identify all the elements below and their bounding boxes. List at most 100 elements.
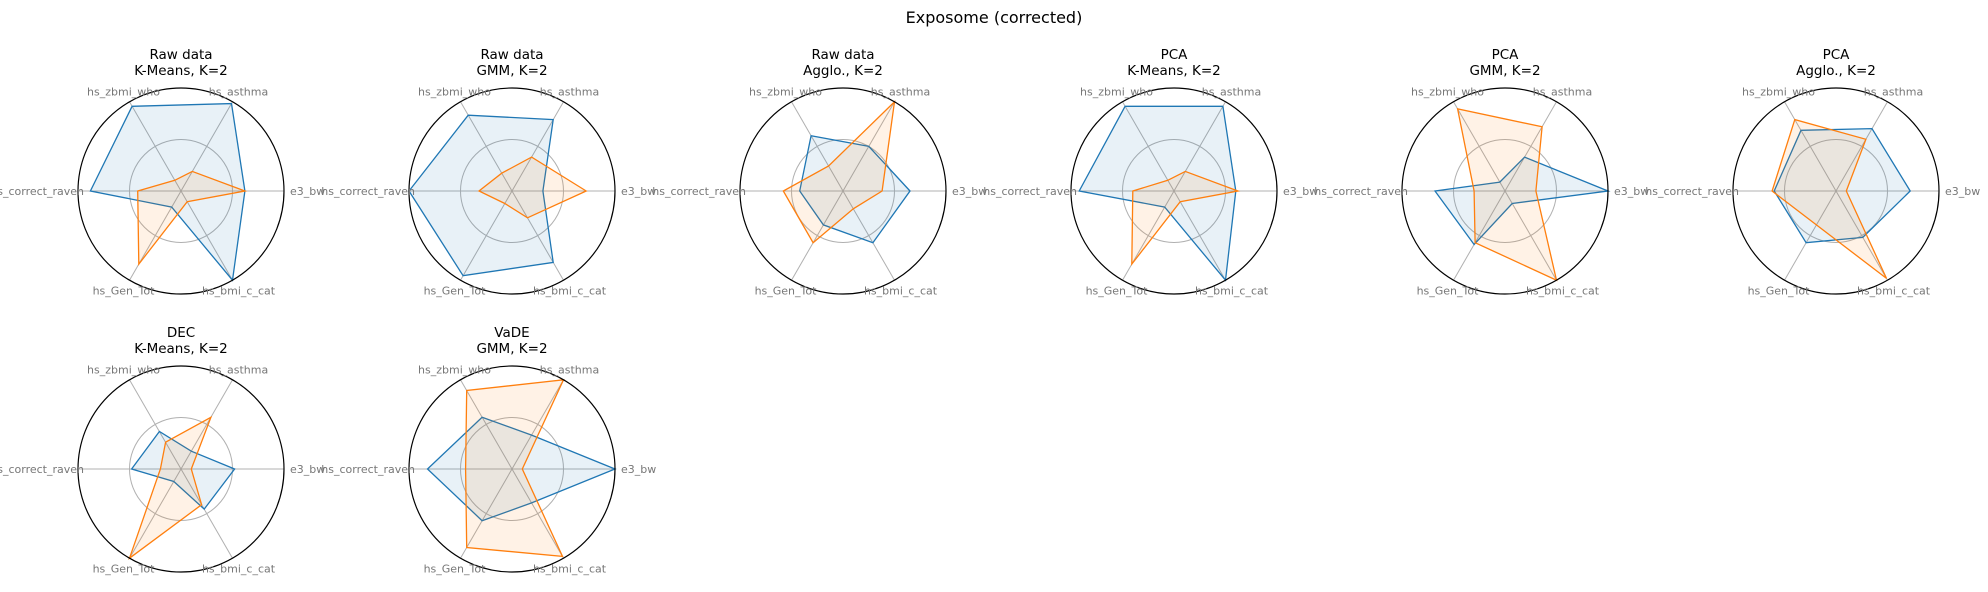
panel-title-line1: Raw data — [480, 47, 543, 63]
figure-title: Exposome (corrected) — [906, 8, 1083, 27]
axis-label-hs-correct-raven: hs_correct_raven — [983, 185, 1077, 198]
radar-grid-circle — [129, 139, 233, 243]
radar-frame — [77, 365, 285, 573]
panel-title-line1: PCA — [1492, 47, 1520, 63]
axis-label-e3-bw: e3_bw — [290, 185, 325, 198]
axis-label-hs-correct-raven: hs_correct_raven — [321, 185, 415, 198]
axis-label-hs-bmi-c-cat: hs_bmi_c_cat — [864, 285, 938, 298]
axis-label-hs-Gen-Tot: hs_Gen_Tot — [755, 285, 818, 298]
axis-label-hs-bmi-c-cat: hs_bmi_c_cat — [202, 285, 276, 298]
radar-grid-circle — [460, 417, 564, 521]
axis-label-hs-asthma: hs_asthma — [1533, 85, 1592, 98]
radar-frame — [77, 87, 285, 295]
axis-label-hs-asthma: hs_asthma — [871, 85, 930, 98]
axis-label-hs-bmi-c-cat: hs_bmi_c_cat — [1195, 285, 1269, 298]
radar-frame — [408, 87, 616, 295]
axis-label-hs-asthma: hs_asthma — [540, 85, 599, 98]
axis-label-hs-correct-raven: hs_correct_raven — [1314, 185, 1408, 198]
panel-title-line2: Agglo., K=2 — [1796, 63, 1876, 79]
axis-label-hs-zbmi-who: hs_zbmi_who — [1411, 85, 1484, 98]
panel-title-line1: DEC — [167, 325, 195, 341]
axis-label-e3-bw: e3_bw — [290, 463, 325, 476]
series-1-polygon — [1131, 170, 1241, 267]
panel-title-line2: GMM, K=2 — [476, 341, 547, 357]
axis-label-hs-Gen-Tot: hs_Gen_Tot — [93, 285, 156, 298]
axis-label-hs-Gen-Tot: hs_Gen_Tot — [424, 563, 487, 576]
series-1-polygon — [1771, 118, 1888, 279]
axis-label-hs-correct-raven: hs_correct_raven — [1645, 185, 1739, 198]
series-1-polygon — [137, 170, 248, 266]
series-0-polygon — [130, 430, 236, 511]
radar-grid-circle — [460, 139, 564, 243]
axis-label-hs-correct-raven: hs_correct_raven — [0, 185, 84, 198]
axis-label-hs-Gen-Tot: hs_Gen_Tot — [1086, 285, 1149, 298]
axis-label-e3-bw: e3_bw — [1945, 185, 1980, 198]
axis-label-e3-bw: e3_bw — [1283, 185, 1318, 198]
axis-label-hs-Gen-Tot: hs_Gen_Tot — [1748, 285, 1811, 298]
axis-label-hs-zbmi-who: hs_zbmi_who — [87, 85, 160, 98]
axis-label-hs-bmi-c-cat: hs_bmi_c_cat — [1857, 285, 1931, 298]
panel-title-line2: K-Means, K=2 — [134, 341, 227, 357]
axis-label-hs-Gen-Tot: hs_Gen_Tot — [424, 285, 487, 298]
series-0-polygon — [426, 416, 617, 522]
axis-label-hs-bmi-c-cat: hs_bmi_c_cat — [202, 563, 276, 576]
radar-frame — [739, 87, 947, 295]
axis-label-hs-zbmi-who: hs_zbmi_who — [418, 85, 491, 98]
series-0-polygon — [1773, 127, 1912, 244]
axis-label-hs-bmi-c-cat: hs_bmi_c_cat — [533, 285, 607, 298]
axis-label-e3-bw: e3_bw — [621, 185, 656, 198]
axis-label-hs-correct-raven: hs_correct_raven — [652, 185, 746, 198]
panel-title-line2: K-Means, K=2 — [134, 63, 227, 79]
panel-title-line2: GMM, K=2 — [1469, 63, 1540, 79]
series-1-polygon — [477, 156, 588, 219]
axis-label-hs-zbmi-who: hs_zbmi_who — [1080, 85, 1153, 98]
axis-label-hs-Gen-Tot: hs_Gen_Tot — [93, 563, 156, 576]
axis-label-hs-asthma: hs_asthma — [209, 363, 268, 376]
axis-label-hs-zbmi-who: hs_zbmi_who — [1742, 85, 1815, 98]
panel-title-line1: VaDE — [494, 325, 529, 341]
panel-title-line1: Raw data — [811, 47, 874, 63]
axis-label-e3-bw: e3_bw — [952, 185, 987, 198]
axis-label-hs-correct-raven: hs_correct_raven — [0, 463, 84, 476]
radar-grid-circle — [1122, 139, 1226, 243]
radar-frame — [408, 365, 616, 573]
radar-grid-circle — [1453, 139, 1557, 243]
panel-title-line1: PCA — [1823, 47, 1851, 63]
panel-title-line2: GMM, K=2 — [476, 63, 547, 79]
axis-label-e3-bw: e3_bw — [1614, 185, 1649, 198]
axis-label-hs-Gen-Tot: hs_Gen_Tot — [1417, 285, 1480, 298]
panel-title-line1: Raw data — [149, 47, 212, 63]
axis-label-hs-zbmi-who: hs_zbmi_who — [418, 363, 491, 376]
radar-grid-circle — [1784, 139, 1888, 243]
panel-title-line2: K-Means, K=2 — [1127, 63, 1220, 79]
radar-frame — [1070, 87, 1278, 295]
series-1-polygon — [128, 415, 213, 560]
radar-frame — [1732, 87, 1940, 295]
axis-label-hs-asthma: hs_asthma — [540, 363, 599, 376]
axis-label-hs-zbmi-who: hs_zbmi_who — [87, 363, 160, 376]
axis-label-hs-correct-raven: hs_correct_raven — [321, 463, 415, 476]
radar-grid-circle — [791, 139, 895, 243]
series-0-polygon — [799, 134, 911, 244]
series-0-polygon — [1433, 156, 1611, 246]
axis-label-hs-asthma: hs_asthma — [1864, 85, 1923, 98]
radar-frame — [1401, 87, 1609, 295]
axis-label-hs-bmi-c-cat: hs_bmi_c_cat — [533, 563, 607, 576]
panel-title-line1: PCA — [1161, 47, 1189, 63]
axis-label-hs-asthma: hs_asthma — [209, 85, 268, 98]
axis-label-hs-bmi-c-cat: hs_bmi_c_cat — [1526, 285, 1600, 298]
axis-label-hs-zbmi-who: hs_zbmi_who — [749, 85, 822, 98]
axis-label-e3-bw: e3_bw — [621, 463, 656, 476]
panel-title-line2: Agglo., K=2 — [803, 63, 883, 79]
axis-label-hs-asthma: hs_asthma — [1202, 85, 1261, 98]
